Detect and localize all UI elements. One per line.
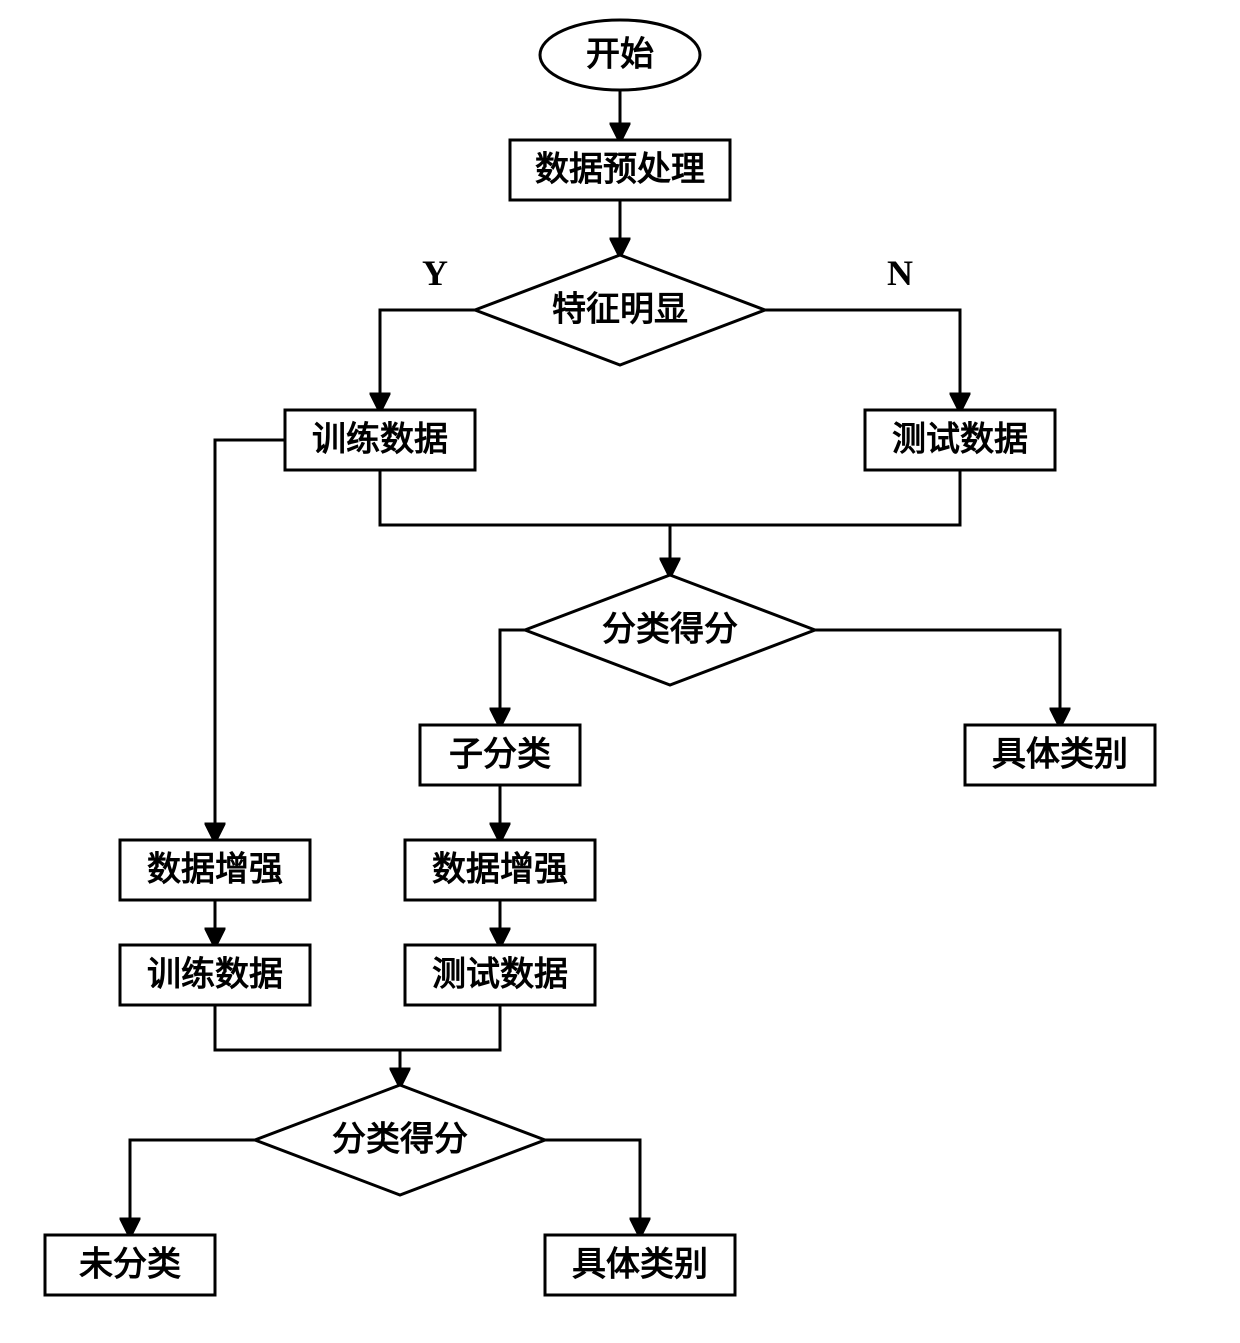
- edge-score1-category1: [815, 630, 1060, 725]
- node-train2-label: 训练数据: [147, 956, 283, 994]
- node-unclassified: 未分类: [45, 1235, 215, 1295]
- node-score2-label: 分类得分: [332, 1121, 468, 1159]
- node-category2: 具体类别: [545, 1235, 735, 1295]
- node-subclass-label: 子分类: [449, 736, 551, 774]
- node-test2-label: 测试数据: [432, 956, 568, 994]
- nodes-layer: 开始数据预处理特征明显训练数据测试数据分类得分子分类具体类别数据增强数据增强训练…: [45, 20, 1155, 1295]
- node-score1: 分类得分: [525, 575, 815, 685]
- node-test1-label: 测试数据: [892, 421, 1028, 459]
- edge-feat_obvious-train1: [380, 310, 475, 410]
- node-aug_mid-label: 数据增强: [432, 851, 568, 889]
- edge-score2-category2: [545, 1140, 640, 1235]
- edges-layer: YN: [130, 90, 1060, 1235]
- edge-feat_obvious-test1: [765, 310, 960, 410]
- node-aug_left-label: 数据增强: [147, 851, 283, 889]
- node-preprocess-label: 数据预处理: [535, 151, 705, 189]
- node-category1: 具体类别: [965, 725, 1155, 785]
- node-unclassified-label: 未分类: [79, 1246, 181, 1284]
- branch-label-no: N: [887, 253, 913, 293]
- node-train2: 训练数据: [120, 945, 310, 1005]
- edge-train1_side-aug_left: [215, 440, 285, 840]
- node-category2-label: 具体类别: [572, 1246, 708, 1284]
- edge-score1-subclass: [500, 630, 525, 725]
- branch-label-yes: Y: [422, 253, 448, 293]
- node-test2: 测试数据: [405, 945, 595, 1005]
- edge-train2-score2: [215, 1005, 400, 1085]
- node-aug_left: 数据增强: [120, 840, 310, 900]
- edge-test2-score2_merge: [400, 1005, 500, 1050]
- node-category1-label: 具体类别: [992, 736, 1128, 774]
- edge-train1-score1: [380, 470, 670, 575]
- node-train1: 训练数据: [285, 410, 475, 470]
- edge-test1-score1_merge: [670, 470, 960, 525]
- edge-score2-unclassified: [130, 1140, 255, 1235]
- node-train1-label: 训练数据: [312, 421, 448, 459]
- node-feat_obvious-label: 特征明显: [552, 291, 688, 329]
- node-start-label: 开始: [586, 36, 654, 74]
- node-feat_obvious: 特征明显: [475, 255, 765, 365]
- node-start: 开始: [540, 20, 700, 90]
- node-score2: 分类得分: [255, 1085, 545, 1195]
- node-subclass: 子分类: [420, 725, 580, 785]
- node-aug_mid: 数据增强: [405, 840, 595, 900]
- node-score1-label: 分类得分: [602, 611, 738, 649]
- node-test1: 测试数据: [865, 410, 1055, 470]
- node-preprocess: 数据预处理: [510, 140, 730, 200]
